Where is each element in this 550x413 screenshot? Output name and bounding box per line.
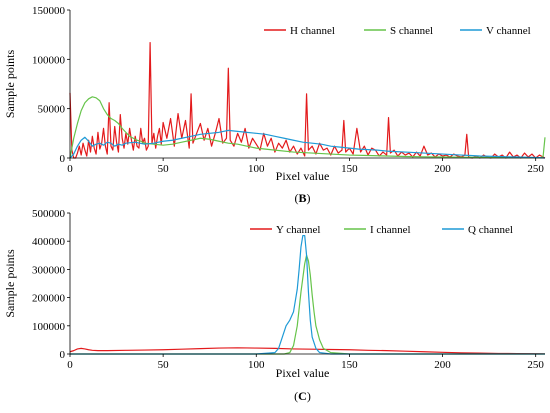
legend-label: Q channel [468,224,513,236]
y-axis-title: Sample points [3,50,17,119]
x-tick-label: 100 [248,163,265,175]
series-line-y-channel [69,347,546,355]
chart-panel-c: 0 50 100 150 200 250 0 100000 200000 300000 400000… [3,208,546,403]
y-tick-label: 50000 [38,104,66,116]
legend-label: I channel [370,224,411,236]
y-tick-label: 0 [60,153,66,165]
y-tick-label: 150000 [32,5,66,17]
x-tick-label: 250 [527,359,544,371]
x-tick-label: 0 [67,163,73,175]
series-line-i-channel [70,254,545,355]
series-line-v-channel [69,129,546,159]
y-tick-label: 200000 [32,293,66,305]
x-tick-label: 250 [527,163,544,175]
x-axis-title: Pixel value [276,169,330,183]
legend-label: Y channel [276,224,321,236]
y-tick-label: 0 [60,349,66,361]
y-tick-label: 400000 [32,236,66,248]
x-tick-label: 50 [158,163,170,175]
x-tick-label: 100 [248,359,265,371]
x-tick-label: 200 [434,163,451,175]
legend-label: H channel [290,25,335,37]
x-tick-label: 150 [341,359,358,371]
legend-label: V channel [486,25,531,37]
legend-label: S channel [390,25,433,37]
series-line-s-channel [69,96,546,159]
y-axis-title: Sample points [3,249,17,318]
y-tick-label: 300000 [32,264,66,276]
panel-label: (C) [294,389,311,403]
series-line-h-channel [69,41,546,159]
y-tick-label: 100000 [32,321,66,333]
x-axis-title: Pixel value [276,366,330,380]
panel-label: (B) [294,191,310,205]
x-tick-label: 150 [341,163,358,175]
x-tick-label: 200 [434,359,451,371]
series-line-q-channel [70,234,545,355]
x-tick-label: 0 [67,359,73,371]
x-tick-label: 50 [158,359,170,371]
y-tick-label: 500000 [32,208,66,220]
y-tick-label: 100000 [32,54,66,66]
chart-panel-b: 0 50 100 150 200 250 0 50000 100000 150000 Pixel v… [3,5,546,205]
